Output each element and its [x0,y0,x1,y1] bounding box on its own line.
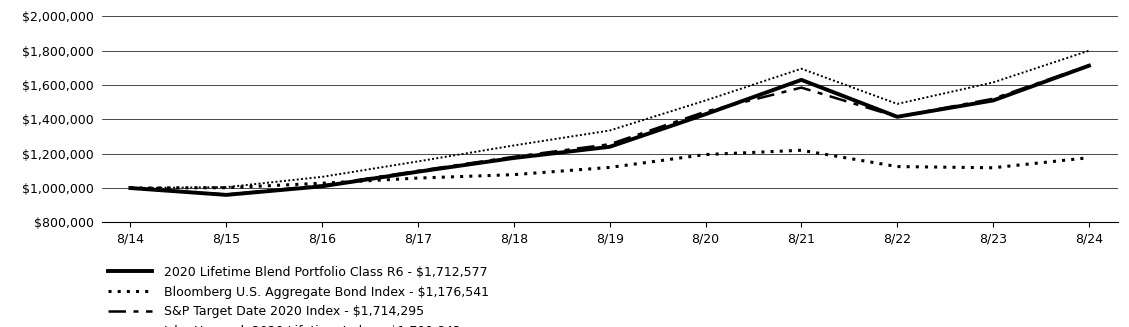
Legend: 2020 Lifetime Blend Portfolio Class R6 - $1,712,577, Bloomberg U.S. Aggregate Bo: 2020 Lifetime Blend Portfolio Class R6 -… [108,266,489,327]
